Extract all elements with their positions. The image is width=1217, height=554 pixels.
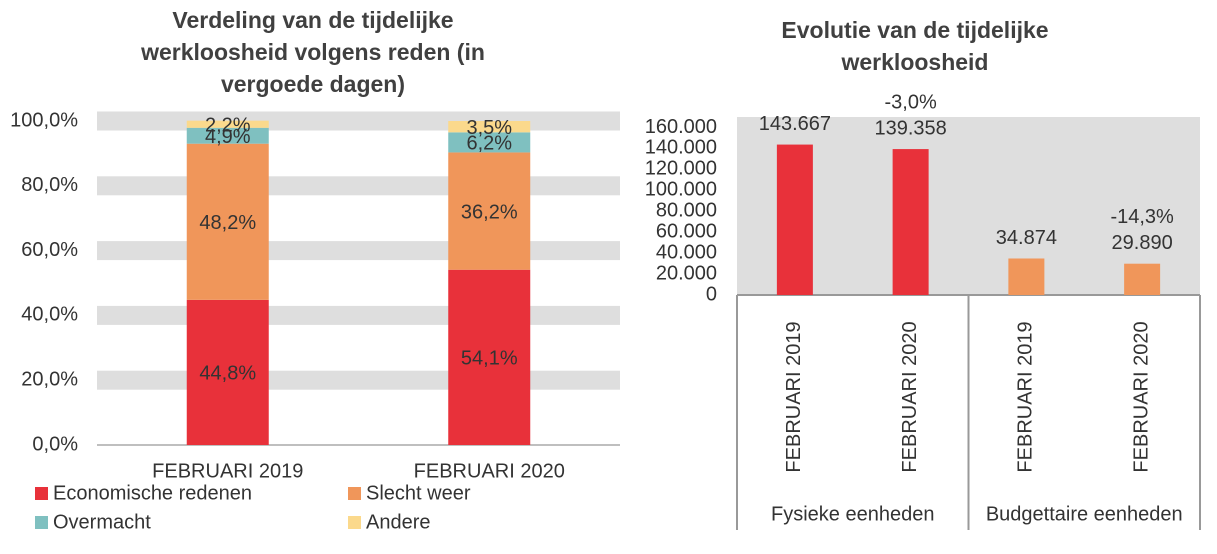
value-label: 143.667: [759, 113, 831, 135]
title-line: vergoede dagen): [221, 71, 405, 97]
plot-area: [737, 117, 1200, 295]
value-label: 2,2%: [205, 115, 251, 137]
y-tick-label: 120.000: [645, 158, 717, 180]
change-label: -14,3%: [1110, 206, 1174, 228]
bar-segment: [186, 127, 269, 144]
change-label: -3,0%: [885, 91, 937, 113]
y-tick-label: 160.000: [645, 116, 717, 138]
value-label: 3,5%: [466, 117, 512, 139]
x-tick-label: FEBRUARI 2020: [1130, 321, 1152, 472]
bar-segment: [448, 121, 531, 133]
bar-segment: [448, 152, 531, 270]
bar: [1124, 263, 1161, 295]
group-label: Budgettaire eenheden: [986, 503, 1183, 525]
y-tick-label: 20,0%: [21, 368, 78, 390]
legend-label: Economische redenen: [53, 482, 252, 504]
title-line: Verdeling van de tijdelijke: [172, 7, 453, 33]
y-tick-label: 80.000: [656, 200, 717, 222]
value-label: 54,1%: [461, 348, 518, 370]
value-label: 34.874: [996, 227, 1057, 249]
grid-band: [97, 176, 620, 196]
y-tick-label: 60,0%: [21, 239, 78, 261]
y-tick-label: 0,0%: [32, 433, 78, 455]
x-tick-label: FEBRUARI 2020: [899, 321, 921, 472]
y-tick-label: 60.000: [656, 220, 717, 242]
group-label: Fysieke eenheden: [771, 503, 934, 525]
bar: [776, 144, 813, 295]
x-tick-label: FEBRUARI 2020: [414, 460, 565, 482]
y-tick-label: 40,0%: [21, 304, 78, 326]
grid-band: [97, 370, 620, 390]
grid-band: [97, 305, 620, 325]
bar: [1008, 258, 1045, 295]
x-tick-label: FEBRUARI 2019: [152, 460, 303, 482]
chart-title: Evolutie van de tijdelijke werkloosheid: [781, 17, 1048, 75]
value-label: 36,2%: [461, 201, 518, 223]
y-tick-label: 100,0%: [10, 109, 78, 131]
value-label: 44,8%: [199, 363, 256, 385]
legend-swatch: [348, 516, 361, 529]
title-line: werkloosheid volgens reden (in: [140, 39, 485, 65]
y-tick-label: 80,0%: [21, 174, 78, 196]
bar-segment: [448, 132, 531, 153]
legend-label: Andere: [366, 511, 431, 533]
value-label: 29.890: [1112, 232, 1173, 254]
x-tick-label: FEBRUARI 2019: [1015, 321, 1037, 472]
grid-band: [97, 111, 620, 131]
title-line: Evolutie van de tijdelijke: [781, 17, 1048, 43]
legend-swatch: [35, 516, 48, 529]
y-tick-label: 40.000: [656, 241, 717, 263]
legend-label: Overmacht: [53, 511, 151, 533]
bar-segment: [186, 120, 269, 128]
value-label: 6,2%: [466, 133, 512, 155]
x-tick-label: FEBRUARI 2019: [783, 321, 805, 472]
bar-segment: [186, 143, 269, 300]
y-tick-label: 0: [706, 283, 717, 305]
value-label: 139.358: [874, 117, 946, 139]
value-label: 48,2%: [199, 212, 256, 234]
bar-segment: [448, 269, 531, 445]
title-line: werkloosheid: [841, 49, 989, 75]
bar: [892, 149, 929, 295]
y-tick-label: 20.000: [656, 262, 717, 284]
grid-band: [97, 241, 620, 261]
legend-swatch: [348, 487, 361, 500]
y-tick-label: 100.000: [645, 179, 717, 201]
chart-title: Verdeling van de tijdelijke werkloosheid …: [140, 7, 485, 97]
legend-label: Slecht weer: [366, 482, 471, 504]
legend-swatch: [35, 487, 48, 500]
y-tick-label: 140.000: [645, 137, 717, 159]
value-label: 4,9%: [205, 126, 251, 148]
bar-segment: [186, 299, 269, 445]
